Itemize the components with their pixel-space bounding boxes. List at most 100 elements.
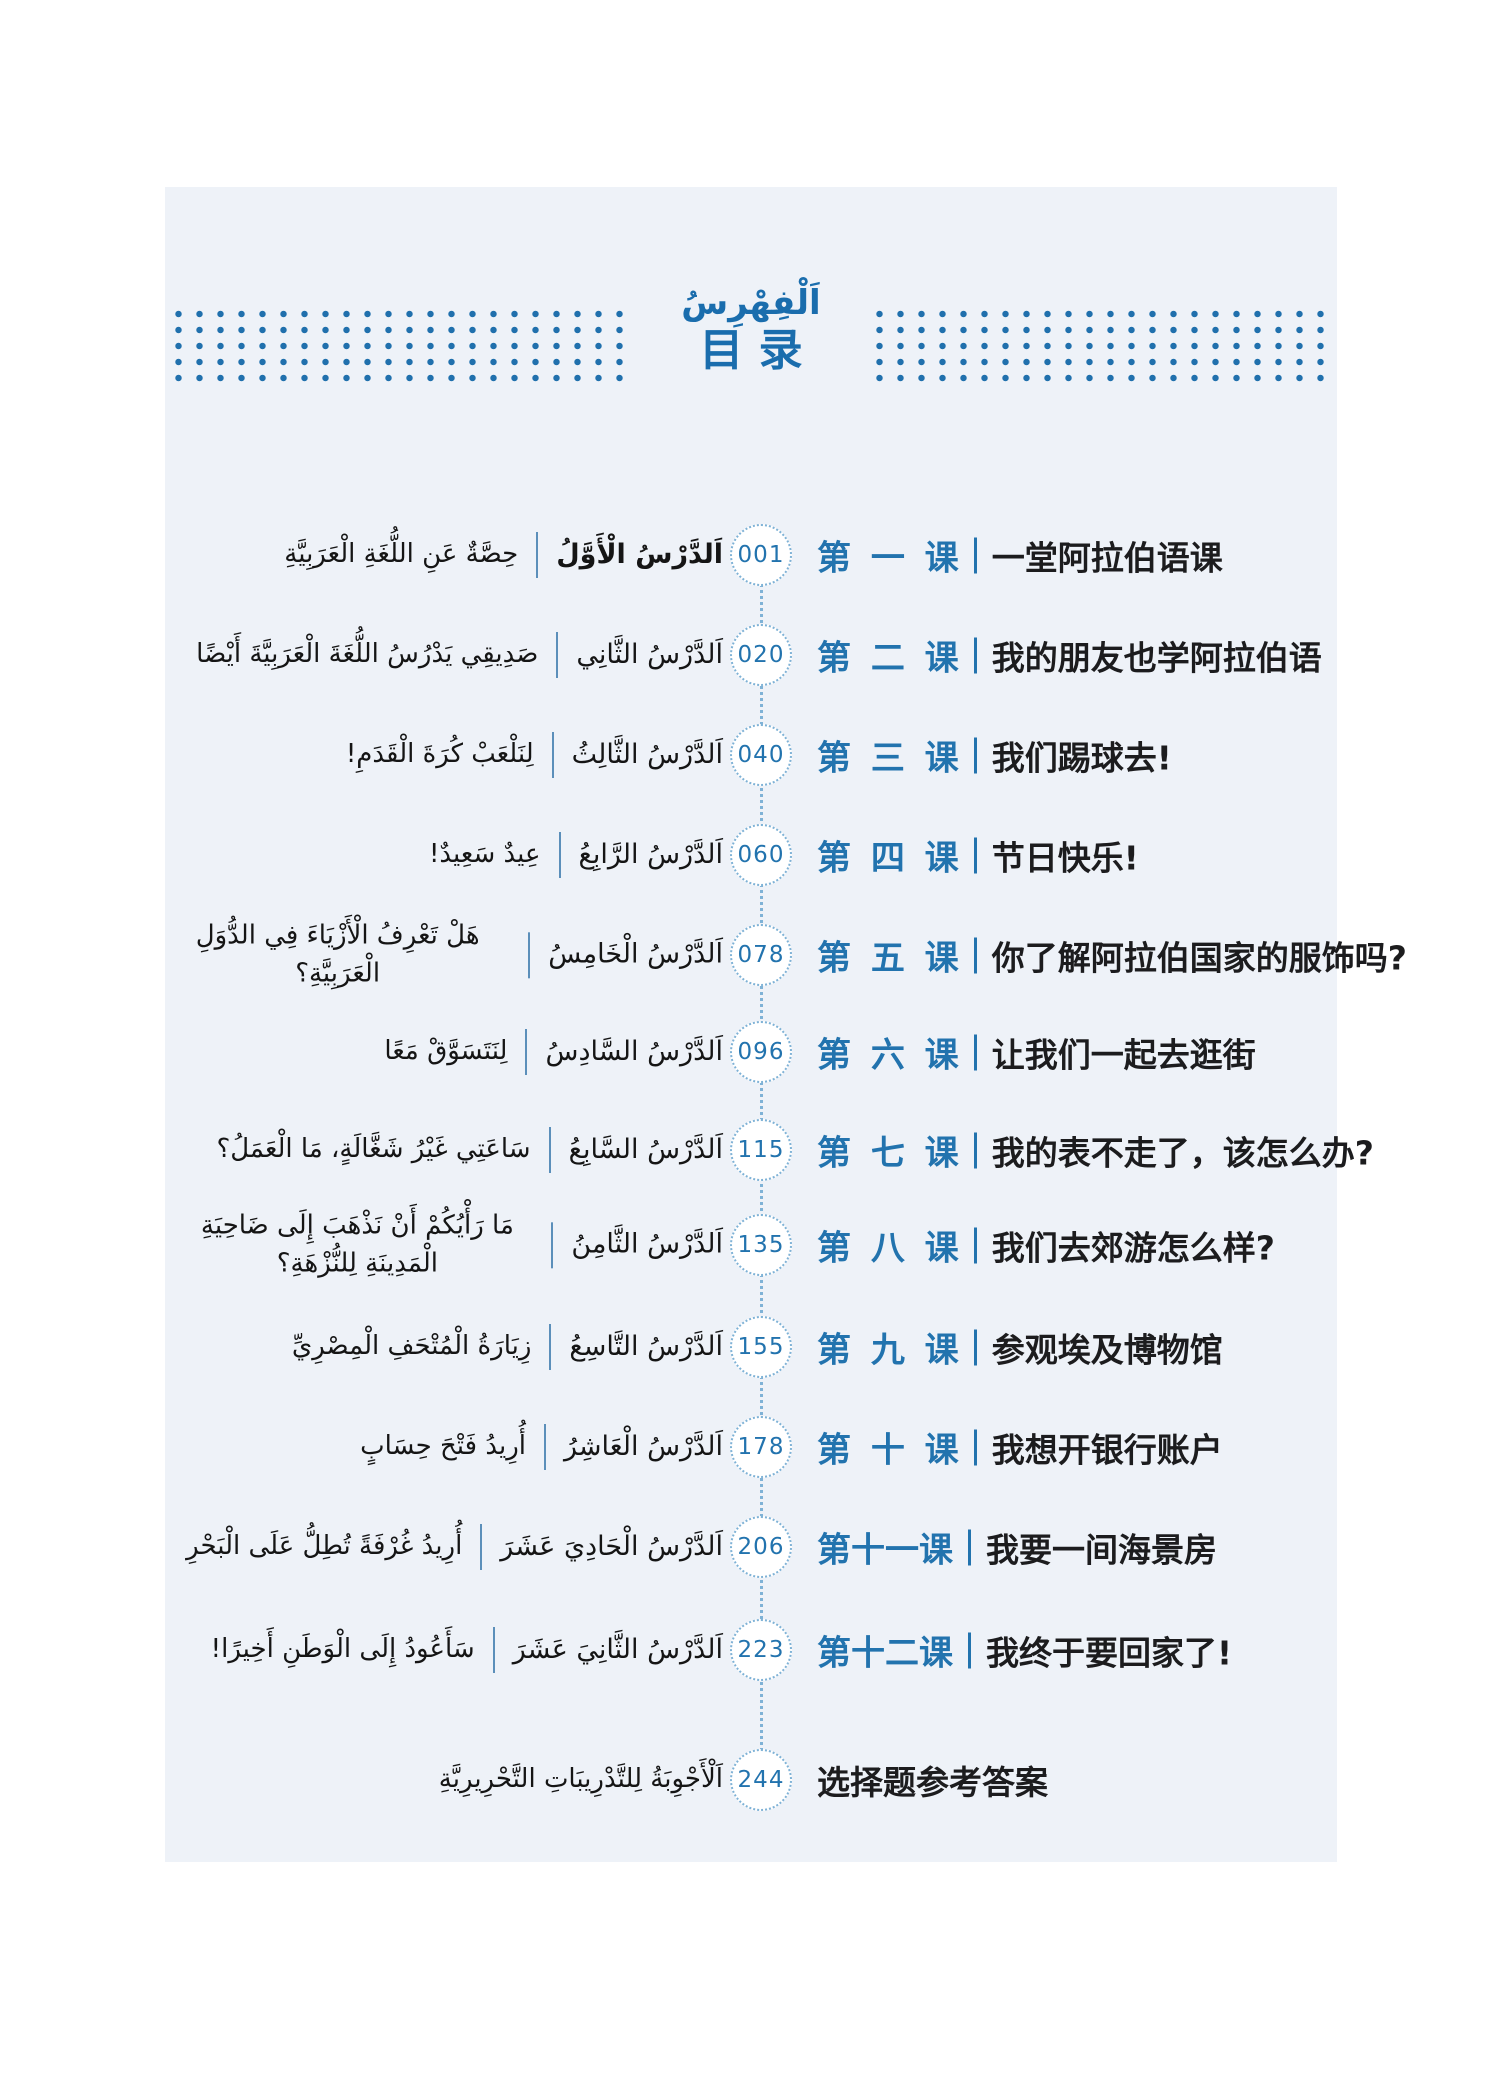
- separator-bar: [968, 1632, 971, 1668]
- chinese-section: 第 五 课 你了解阿拉伯国家的服饰吗?: [817, 931, 1407, 980]
- separator-bar: [536, 532, 539, 578]
- chinese-section: 第 十 课 我想开银行账户: [817, 1423, 1223, 1472]
- lesson-subtitle-arabic: مَا رَأْيُكُمْ أَنْ نَذْهَبَ إِلَى ضَاحِ…: [200, 1210, 514, 1278]
- separator-bar: [973, 1429, 977, 1465]
- chinese-section: 第 二 课 我的朋友也学阿拉伯语: [817, 631, 1322, 680]
- lesson-subtitle-arabic: زِيَارَةُ الْمُتْحَفِ الْمِصْرِيِّ: [291, 1331, 532, 1362]
- lesson-subtitle-arabic: سَأَعُودُ إِلَى الْوَطَنِ أَخِيرًا!: [210, 1634, 475, 1665]
- lesson-title-chinese: 你了解阿拉伯国家的服饰吗?: [991, 938, 1407, 977]
- lesson-title-arabic: اَلدَّرْسُ الثَّالِثُ: [571, 738, 723, 770]
- toc-row-lesson-11: اَلدَّرْسُ الْحَادِيَ عَشَرَ أُرِيدُ غُر…: [165, 1497, 1337, 1597]
- separator-bar: [492, 1627, 495, 1673]
- separator-bar: [480, 1524, 483, 1570]
- separator-bar: [551, 732, 554, 778]
- lesson-title-chinese: 我们去郊游怎么样?: [991, 1228, 1275, 1267]
- separator-bar: [544, 1424, 547, 1470]
- page-title: اَلْفِهْرِسُ 目 录: [636, 283, 866, 377]
- lesson-title-chinese: 让我们一起去逛街: [991, 1035, 1256, 1074]
- page-title-chinese: 目 录: [699, 325, 803, 377]
- lesson-title-arabic: اَلدَّرْسُ الْأَوَّلُ: [556, 538, 723, 570]
- page-number-badge: 223: [730, 1619, 792, 1681]
- lesson-title-chinese: 选择题参考答案: [817, 1763, 1048, 1802]
- lesson-title-chinese: 参观埃及博物馆: [991, 1330, 1223, 1369]
- page-number: 060: [737, 842, 785, 868]
- toc-row-lesson-1: اَلدَّرْسُ الْأَوَّلُ حِصَّةٌ عَنِ اللُّ…: [165, 505, 1337, 605]
- page-number: 020: [737, 642, 785, 668]
- chinese-section: 第十二课 我终于要回家了!: [817, 1626, 1232, 1675]
- separator-bar: [558, 832, 561, 878]
- lesson-number-chinese: 第十一课: [817, 1530, 953, 1571]
- lesson-subtitle-arabic: سَاعَتِي غَيْرُ شَغَّالَةٍ، مَا الْعَمَل…: [216, 1134, 531, 1165]
- lesson-title-arabic: اَلدَّرْسُ الثَّانِي: [576, 638, 723, 670]
- page-number: 223: [737, 1637, 785, 1663]
- arabic-section: اَلدَّرْسُ السَّادِسُ لِنَتَسَوَّقْ مَعً…: [165, 1029, 723, 1075]
- lesson-subtitle-arabic: أُرِيدُ فَتْحَ حِسَابٍ: [360, 1431, 527, 1462]
- separator-bar: [973, 737, 977, 773]
- page-number-badge: 020: [730, 624, 792, 686]
- lesson-subtitle-arabic: هَلْ تَعْرِفُ الْأَزْيَاءَ فِي الدُّوَلِ…: [195, 920, 480, 988]
- lesson-subtitle-arabic: حِصَّةٌ عَنِ اللُّغَةِ الْعَرَبِيَّةِ: [284, 539, 519, 570]
- chinese-section: 第 九 课 参观埃及博物馆: [817, 1323, 1223, 1372]
- lesson-title-arabic: اَلدَّرْسُ السَّادِسُ: [545, 1035, 723, 1067]
- page-number: 096: [737, 1039, 785, 1065]
- dot-pattern-left: [165, 303, 636, 383]
- separator-bar: [551, 1222, 554, 1268]
- lesson-subtitle-arabic: اَلْأَجْوِبَةُ لِلتَّدْرِيبَاتِ التَّحْر…: [438, 1764, 723, 1795]
- lesson-number-chinese: 第 一 课: [817, 538, 959, 579]
- lesson-subtitle-arabic: عِيدٌ سَعِيدٌ!: [428, 839, 541, 870]
- separator-bar: [549, 1324, 552, 1370]
- lesson-number-chinese: 第 二 课: [817, 638, 959, 679]
- lesson-title-chinese: 我终于要回家了!: [986, 1633, 1233, 1672]
- lesson-title-chinese: 我们踢球去!: [991, 738, 1172, 777]
- chinese-section: 第 一 课 一堂阿拉伯语课: [817, 531, 1223, 580]
- toc-row-lesson-12: اَلدَّرْسُ الثَّانِيَ عَشَرَ سَأَعُودُ إ…: [165, 1600, 1337, 1700]
- lesson-subtitle-arabic: صَدِيقِي يَدْرُسُ اللُّغَةَ الْعَرَبِيَّ…: [196, 639, 539, 670]
- separator-bar: [973, 1132, 977, 1168]
- arabic-section: اَلدَّرْسُ الْعَاشِرُ أُرِيدُ فَتْحَ حِس…: [165, 1424, 723, 1470]
- separator-bar: [556, 632, 559, 678]
- page-number: 206: [737, 1534, 785, 1560]
- toc-row-lesson-8: اَلدَّرْسُ الثَّامِنُ مَا رَأْيُكُمْ أَن…: [165, 1195, 1337, 1295]
- lesson-title-arabic: اَلدَّرْسُ الْحَادِيَ عَشَرَ: [500, 1530, 723, 1562]
- toc-row-lesson-7: اَلدَّرْسُ السَّابِعُ سَاعَتِي غَيْرُ شَ…: [165, 1100, 1374, 1200]
- page-header: اَلْفِهْرِسُ 目 录: [165, 275, 1337, 385]
- page-number-badge: 115: [730, 1119, 792, 1181]
- page-number: 001: [737, 542, 785, 568]
- separator-bar: [973, 637, 977, 673]
- separator-bar: [525, 1029, 528, 1075]
- separator-bar: [973, 1034, 977, 1070]
- separator-bar: [973, 1227, 977, 1263]
- page-number-badge: 060: [730, 824, 792, 886]
- lesson-title-arabic: اَلدَّرْسُ الْخَامِسُ: [548, 938, 723, 970]
- toc-row-answers: اَلْأَجْوِبَةُ لِلتَّدْرِيبَاتِ التَّحْر…: [165, 1730, 1337, 1830]
- page-number: 135: [737, 1232, 785, 1258]
- toc-row-lesson-3: اَلدَّرْسُ الثَّالِثُ لِنَلْعَبْ كُرَةَ …: [165, 705, 1337, 805]
- page-number: 244: [737, 1767, 785, 1793]
- chinese-section: 第 八 课 我们去郊游怎么样?: [817, 1221, 1275, 1270]
- page-number-badge: 078: [730, 924, 792, 986]
- separator-bar: [548, 1127, 551, 1173]
- lesson-title-arabic: اَلدَّرْسُ الثَّامِنُ: [571, 1228, 723, 1260]
- lesson-title-chinese: 我要一间海景房: [986, 1530, 1217, 1569]
- chinese-section: 第 六 课 让我们一起去逛街: [817, 1028, 1256, 1077]
- chinese-section: 第 七 课 我的表不走了，该怎么办?: [817, 1126, 1374, 1175]
- arabic-section: اَلدَّرْسُ الرَّابِعُ عِيدٌ سَعِيدٌ!: [165, 832, 723, 878]
- lesson-number-chinese: 第 四 课: [817, 838, 959, 879]
- page-number-badge: 040: [730, 724, 792, 786]
- lesson-number-chinese: 第 十 课: [817, 1430, 959, 1471]
- toc-row-lesson-4: اَلدَّرْسُ الرَّابِعُ عِيدٌ سَعِيدٌ! 060…: [165, 805, 1337, 905]
- arabic-section: اَلْأَجْوِبَةُ لِلتَّدْرِيبَاتِ التَّحْر…: [165, 1761, 723, 1799]
- lesson-number-chinese: 第十二课: [817, 1633, 953, 1674]
- page-title-arabic: اَلْفِهْرِسُ: [681, 283, 821, 324]
- lesson-number-chinese: 第 五 课: [817, 938, 959, 979]
- lesson-number-chinese: 第 七 课: [817, 1133, 959, 1174]
- page-number: 040: [737, 742, 785, 768]
- arabic-section: اَلدَّرْسُ الثَّامِنُ مَا رَأْيُكُمْ أَن…: [165, 1207, 723, 1282]
- separator-bar: [968, 1529, 971, 1565]
- arabic-section: اَلدَّرْسُ الثَّانِيَ عَشَرَ سَأَعُودُ إ…: [165, 1627, 723, 1673]
- arabic-section: اَلدَّرْسُ التَّاسِعُ زِيَارَةُ الْمُتْح…: [165, 1324, 723, 1370]
- lesson-title-chinese: 我想开银行账户: [991, 1430, 1223, 1469]
- page-number: 115: [737, 1137, 785, 1163]
- lesson-title-arabic: اَلدَّرْسُ الثَّانِيَ عَشَرَ: [512, 1633, 723, 1665]
- page-number-badge: 096: [730, 1021, 792, 1083]
